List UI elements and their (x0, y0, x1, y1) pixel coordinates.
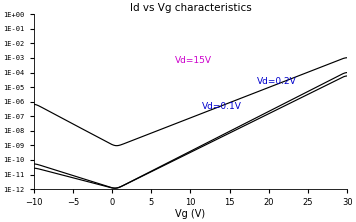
Title: Id vs Vg characteristics: Id vs Vg characteristics (130, 4, 251, 14)
Text: Vd=0.2V: Vd=0.2V (257, 77, 297, 86)
X-axis label: Vg (V): Vg (V) (176, 208, 205, 218)
Text: Vd=15V: Vd=15V (175, 56, 212, 65)
Text: Vd=0.1V: Vd=0.1V (202, 101, 242, 111)
